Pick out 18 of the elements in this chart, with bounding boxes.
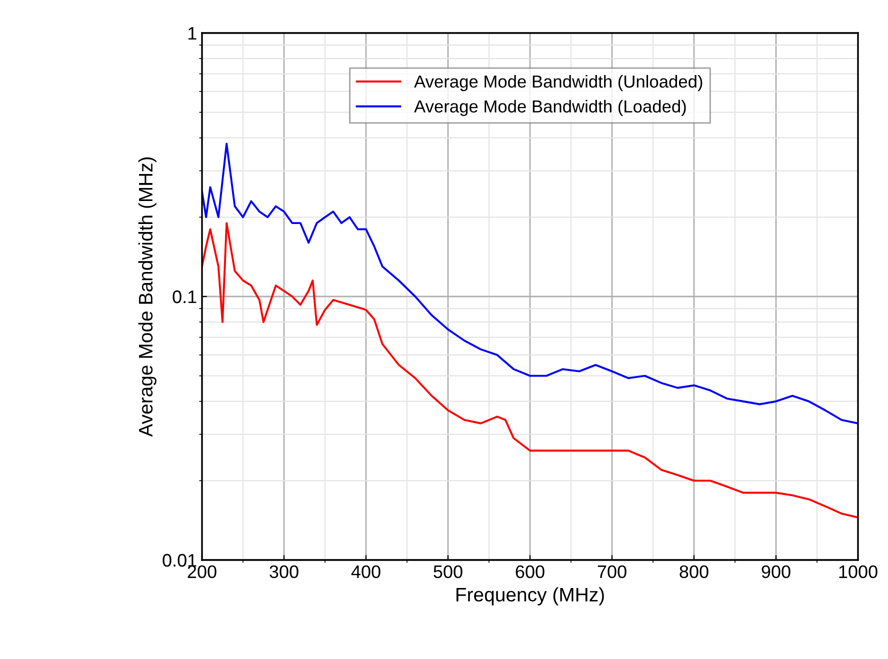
x-tick-label: 600	[516, 565, 544, 578]
line-series	[202, 142, 858, 424]
legend-label: Average Mode Bandwidth (Unloaded)	[414, 74, 702, 92]
line-series	[202, 222, 858, 518]
x-tick-label: 800	[680, 565, 708, 578]
y-tick-label: 0.01	[162, 554, 196, 567]
legend-label: Average Mode Bandwidth (Loaded)	[414, 100, 686, 116]
y-axis-title: Average Mode Bandwidth (MHz)	[138, 157, 156, 437]
x-tick-label: 1000	[839, 565, 878, 578]
x-tick-label: 700	[598, 565, 626, 578]
y-tick-label: 0.1	[172, 290, 196, 304]
x-tick-label: 200	[188, 565, 216, 578]
x-axis-title: Frequency (MHz)	[456, 587, 604, 606]
x-tick-label: 500	[434, 565, 462, 578]
x-tick-label: 400	[351, 565, 380, 578]
x-tick-label: 300	[270, 565, 298, 578]
x-tick-label: 900	[762, 565, 790, 578]
y-tick-label: 1	[188, 27, 196, 40]
